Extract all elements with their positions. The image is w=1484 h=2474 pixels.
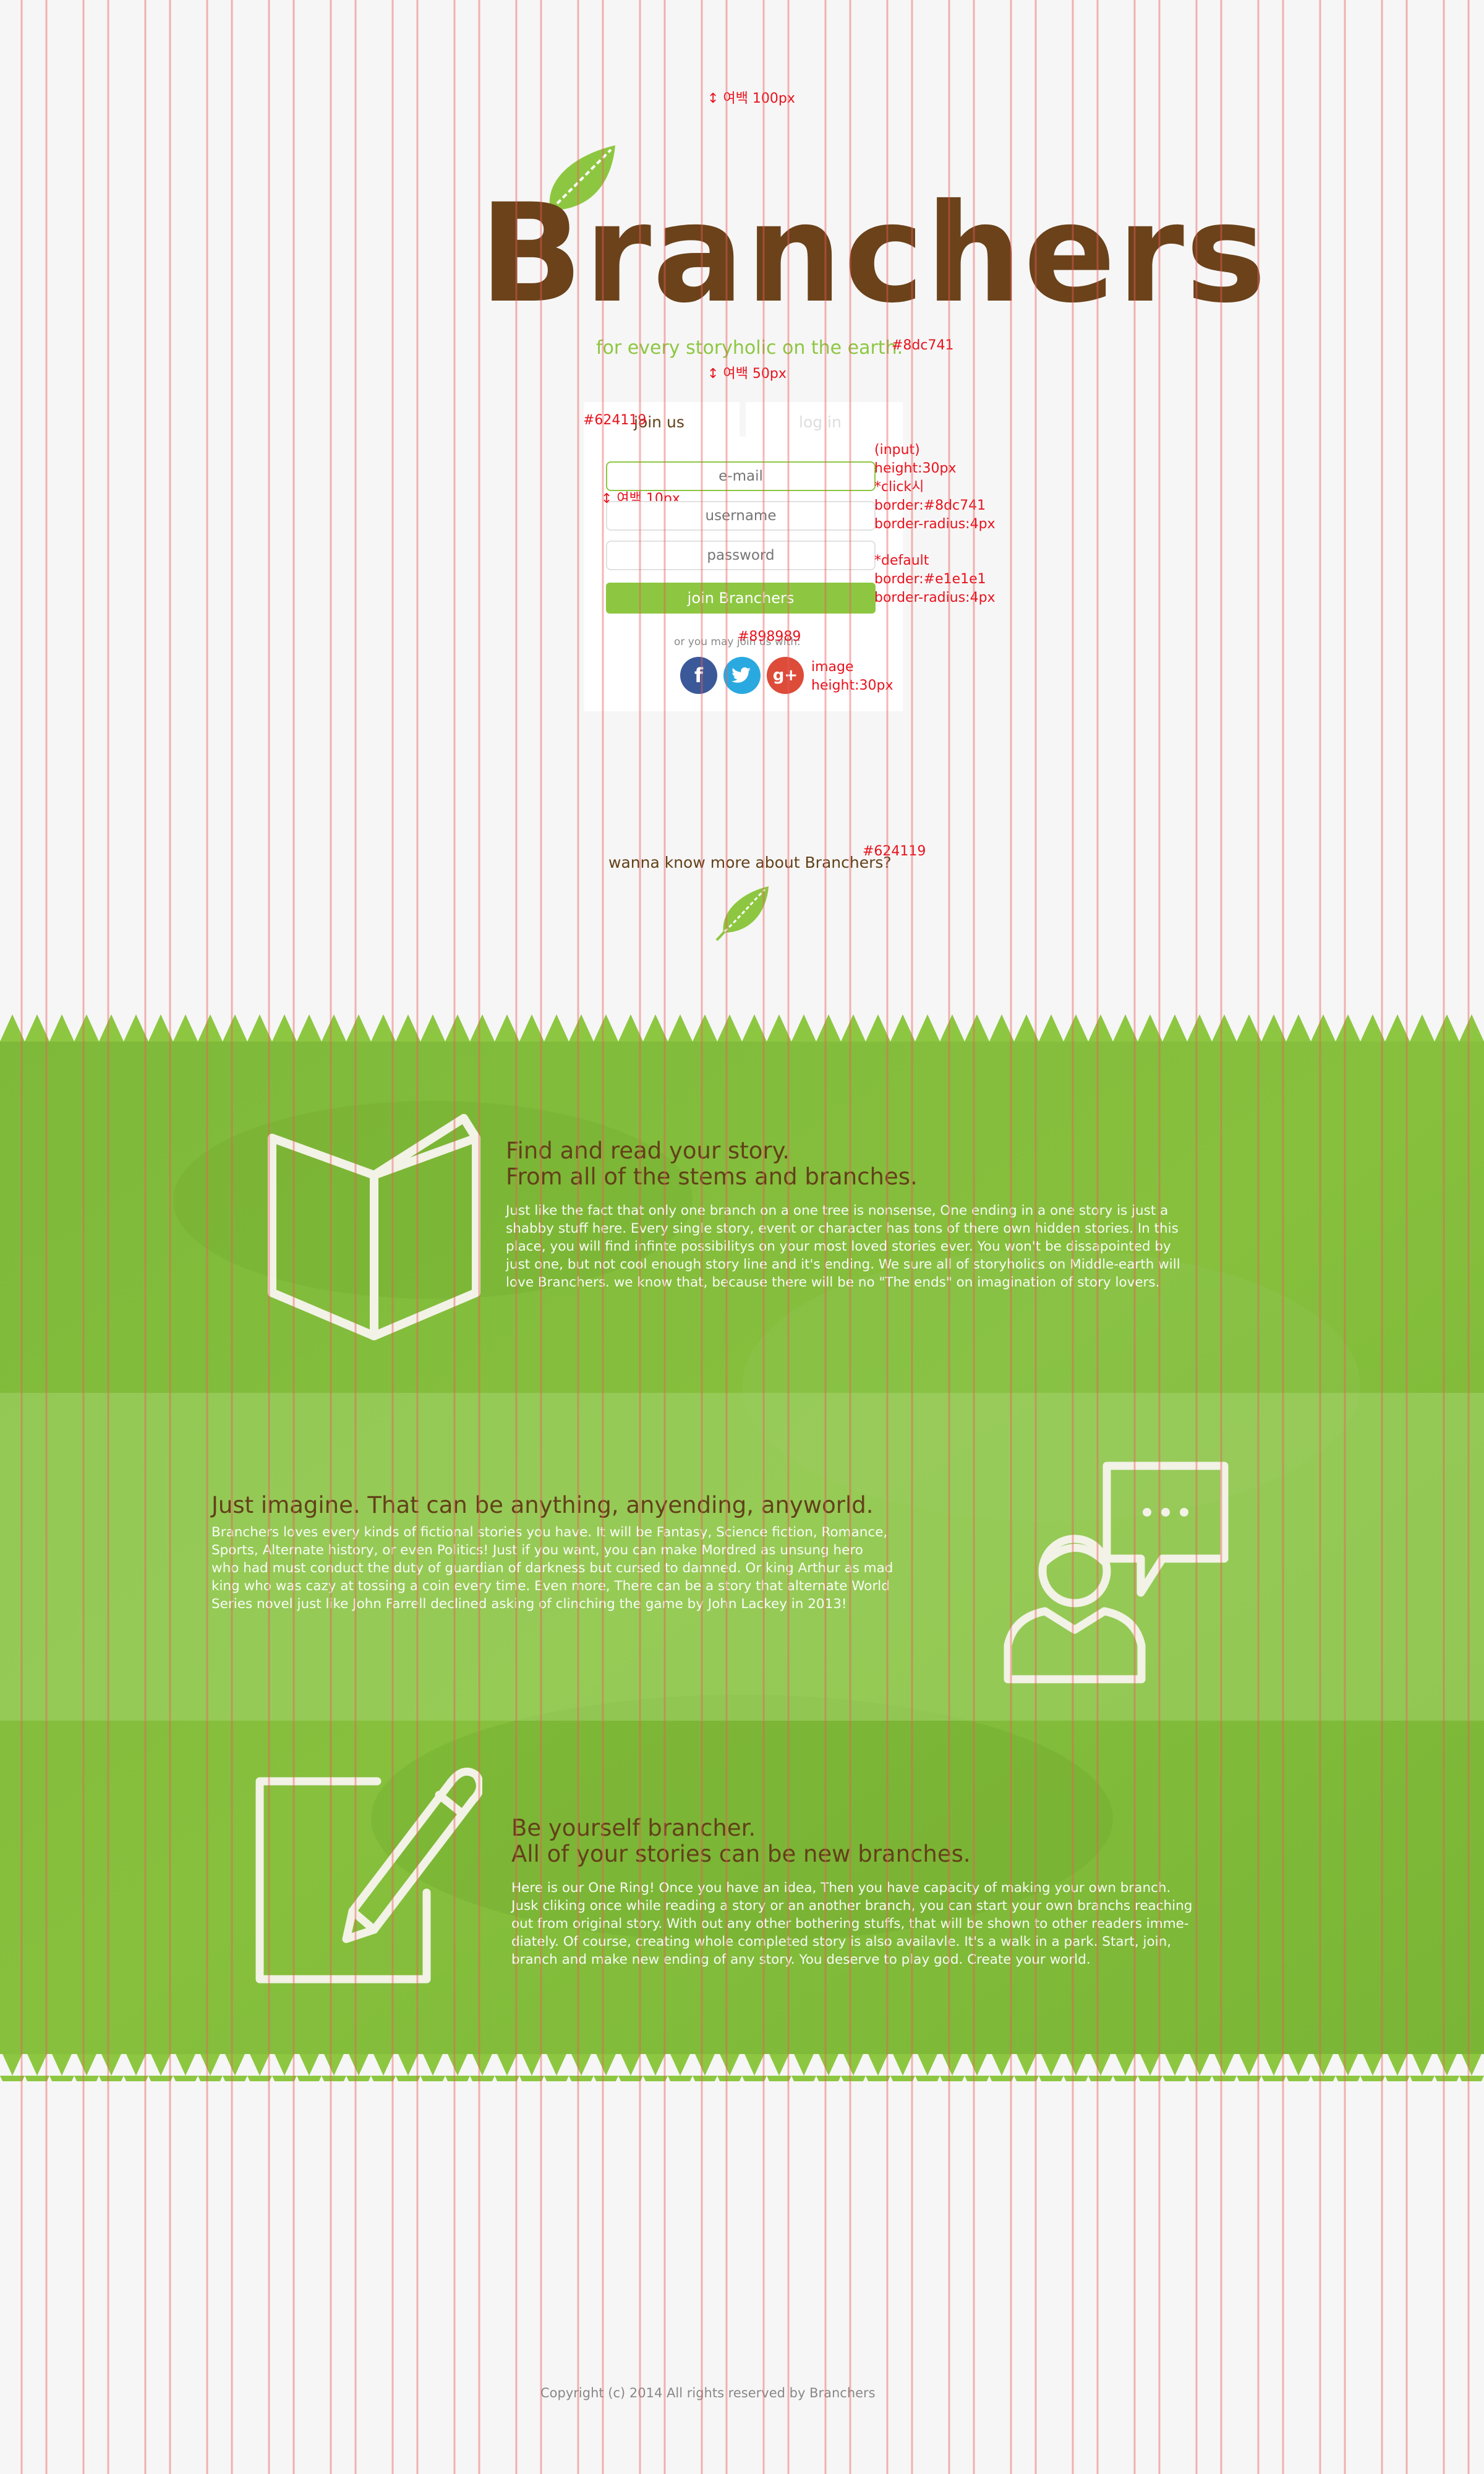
annotation-margin-top: ↕ 여백 100px — [707, 91, 795, 106]
brand-logo: Branchers — [479, 174, 1268, 333]
feature-body-line: out from original story. With out any ot… — [511, 1916, 1189, 1932]
annotation-line: *click시 — [874, 479, 924, 495]
password-field[interactable] — [606, 541, 876, 570]
feature-body-line: Series novel just like John Farrell decl… — [211, 1596, 847, 1612]
annotation-line: border:#e1e1e1 — [874, 571, 986, 587]
feature-title-line: From all of the stems and branches. — [506, 1163, 918, 1190]
feature-title-line: Be yourself brancher. — [511, 1815, 756, 1841]
feature-body-line: branch and make new ending of any story.… — [511, 1952, 1091, 1967]
annotation-line: border-radius:4px — [874, 590, 996, 606]
annotation-more-color: #624119 — [863, 844, 926, 859]
features-band — [0, 1014, 1484, 2081]
google-plus-button[interactable]: g+ — [767, 657, 804, 694]
tagline: for every storyholic on the earth. — [596, 337, 903, 359]
feature-body-line: Jusk cliking once while reading a story … — [511, 1898, 1193, 1914]
feature-body-line: place, you will find infinte possibility… — [506, 1239, 1171, 1254]
annotation-line: height:30px — [874, 461, 957, 476]
leaf-logo-icon — [540, 145, 615, 221]
email-field[interactable] — [606, 461, 876, 491]
annotation-line: image — [811, 659, 854, 675]
social-prompt: or you may join us with: — [674, 636, 801, 648]
feature-3-body: Here is our One Ring! Once you have an i… — [511, 1879, 1192, 1969]
feature-body-line: shabby stuff here. Every single story, e… — [506, 1221, 1179, 1236]
tab-divider — [740, 402, 746, 437]
feature-body-line: diately. Of course, creating whole compl… — [511, 1934, 1172, 1950]
feature-title-line: Find and read your story. — [506, 1137, 790, 1164]
feature-title-line: All of your stories can be new branches. — [511, 1841, 971, 1867]
twitter-bird-icon — [731, 667, 751, 683]
annotation-margin-50: ↕ 여백 50px — [707, 366, 787, 382]
person-speech-icon — [1004, 1462, 1229, 1684]
annotation-default-spec: *default border:#e1e1e1 border-radius:4p… — [874, 552, 996, 607]
annotation-line: height:30px — [811, 678, 893, 693]
annotation-line: *default — [874, 553, 929, 568]
feature-2-title: Just imagine. That can be anything, anye… — [211, 1492, 874, 1518]
feature-body-line: Just like the fact that only one branch … — [506, 1203, 1169, 1218]
annotation-tab-color: #624119 — [583, 413, 647, 428]
annotation-line: (input) — [874, 442, 920, 458]
tab-log-in[interactable]: log in — [799, 413, 842, 431]
tab-join-us[interactable]: join us — [634, 413, 684, 431]
feature-1-title: Find and read your story. From all of th… — [506, 1138, 918, 1190]
annotation-tagline-color: #8dc741 — [892, 338, 954, 353]
pencil-edit-icon — [255, 1767, 482, 1984]
facebook-button[interactable]: f — [680, 657, 717, 694]
annotation-line: border:#8dc741 — [874, 498, 986, 513]
twitter-button[interactable] — [723, 657, 761, 694]
feature-body-line: Sports, Alternate history, or even Polit… — [211, 1543, 863, 1558]
feature-body-line: love Branchers. we know that, because th… — [506, 1275, 1160, 1290]
feature-body-line: king who was cazy at tossing a coin ever… — [211, 1578, 890, 1594]
leaf-scroll-icon[interactable] — [714, 883, 773, 942]
feature-body-line: just one, but not cool enough story line… — [506, 1257, 1180, 1272]
feature-body-line: Branchers loves every kinds of fictional… — [211, 1525, 888, 1540]
feature-body-line: who had must conduct the duty of guardia… — [211, 1560, 893, 1576]
annotation-image-spec: image height:30px — [811, 658, 893, 695]
feature-1-body: Just like the fact that only one branch … — [506, 1202, 1180, 1291]
feature-3-title: Be yourself brancher. All of your storie… — [511, 1815, 971, 1867]
copyright: Copyright (c) 2014 All rights reserved b… — [540, 2386, 876, 2400]
book-icon — [268, 1114, 480, 1340]
annotation-input-spec: (input) height:30px *click시 border:#8dc7… — [874, 441, 996, 534]
feature-2-body: Branchers loves every kinds of fictional… — [211, 1523, 893, 1613]
annotation-line: border-radius:4px — [874, 516, 996, 532]
join-button[interactable]: join Branchers — [606, 583, 876, 614]
feature-body-line: Here is our One Ring! Once you have an i… — [511, 1880, 1171, 1896]
annotation-social-color: #898989 — [738, 629, 801, 644]
username-field[interactable] — [606, 501, 876, 531]
more-text[interactable]: wanna know more about Branchers? — [608, 854, 892, 871]
